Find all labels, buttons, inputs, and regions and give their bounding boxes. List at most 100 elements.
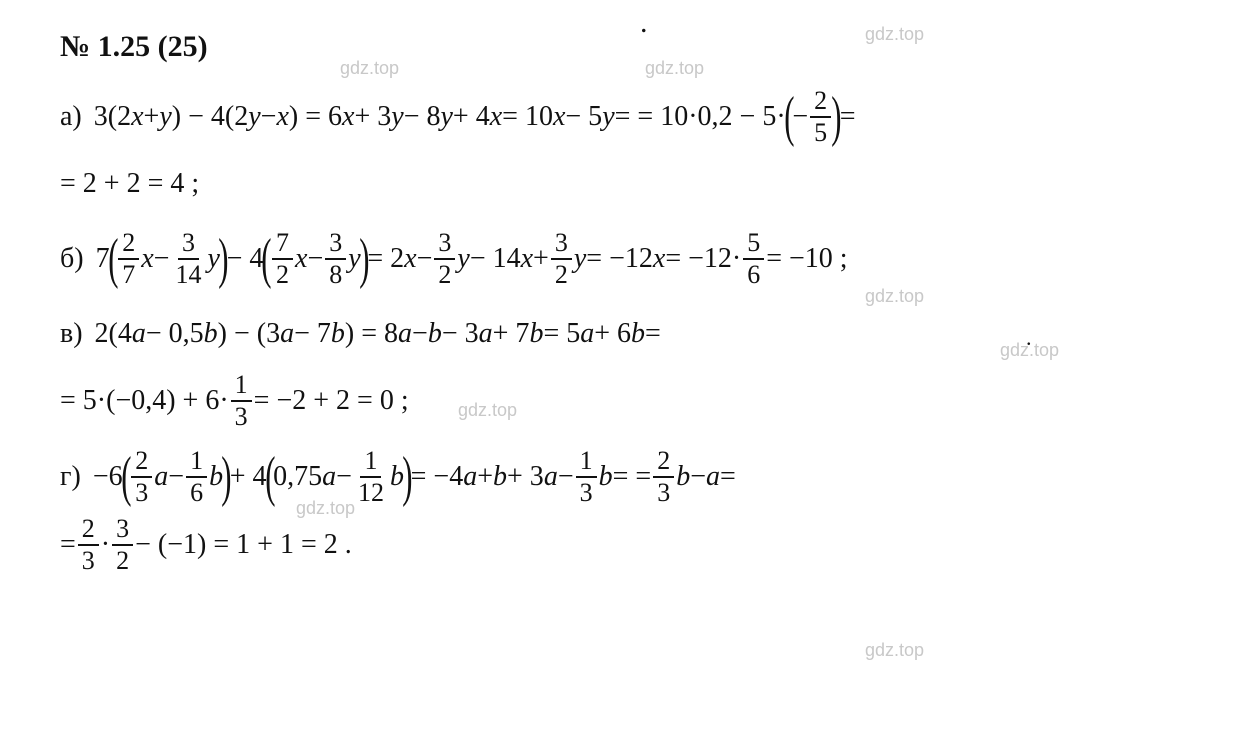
var-x: x <box>276 100 288 134</box>
math: −6 <box>93 460 123 494</box>
math: − 7 <box>294 317 331 351</box>
var-y: y <box>457 242 469 276</box>
var-b: b <box>204 317 218 351</box>
denominator: 6 <box>186 478 207 506</box>
math: − 14 <box>470 242 521 276</box>
math: + <box>533 242 549 276</box>
numerator: 3 <box>434 230 455 260</box>
denominator: 3 <box>231 402 252 430</box>
math: = 10 <box>502 100 553 134</box>
numerator: 7 <box>272 230 293 260</box>
part-a-line2: = 2 + 2 = 4 ; <box>60 156 1205 212</box>
numerator: 2 <box>131 448 152 478</box>
math: + 3 <box>507 460 544 494</box>
part-c-line2: = 5·(−0,4) + 6· 1 3 = −2 + 2 = 0 ; <box>60 372 1205 430</box>
fraction: 2 3 <box>653 448 674 506</box>
math: + 4 <box>230 460 267 494</box>
var-a: a <box>479 317 493 351</box>
fraction: 1 3 <box>231 372 252 430</box>
fraction: 1 6 <box>186 448 207 506</box>
var-b: b <box>631 317 645 351</box>
denominator: 3 <box>78 546 99 574</box>
math: 3(2 <box>94 100 131 134</box>
paren-open: ( <box>262 231 272 287</box>
math: − 4 <box>227 242 264 276</box>
fraction: 3 8 <box>325 230 346 288</box>
numerator: 2 <box>118 230 139 260</box>
var-y: y <box>574 242 586 276</box>
watermark: gdz.top <box>865 286 924 307</box>
math: − <box>154 242 170 276</box>
stray-dot: . <box>1026 325 1032 351</box>
paren-close: ) <box>359 231 369 287</box>
denominator: 2 <box>434 260 455 288</box>
math: = −4 <box>411 460 464 494</box>
watermark: gdz.top <box>865 640 924 661</box>
var-x: x <box>141 242 153 276</box>
math: = −10 ; <box>766 242 847 276</box>
denominator: 5 <box>810 118 831 146</box>
math: = = <box>613 460 652 494</box>
var-a: a <box>132 317 146 351</box>
part-label-a: а) <box>60 100 82 134</box>
math: + 4 <box>453 100 490 134</box>
math: + 7 <box>493 317 530 351</box>
var-a: a <box>280 317 294 351</box>
var-y: y <box>248 100 260 134</box>
var-x: x <box>295 242 307 276</box>
fraction: 2 3 <box>78 516 99 574</box>
numerator: 2 <box>810 88 831 118</box>
paren-open: ( <box>265 449 275 505</box>
numerator: 5 <box>743 230 764 260</box>
math: + 6 <box>594 317 631 351</box>
math: ) = 8 <box>345 317 398 351</box>
var-b: b <box>676 460 690 494</box>
math: = 5 <box>543 317 580 351</box>
var-a: a <box>322 460 336 494</box>
denominator: 6 <box>743 260 764 288</box>
math: − <box>336 460 352 494</box>
var-x: x <box>490 100 502 134</box>
numerator: 3 <box>325 230 346 260</box>
minus-sign: − <box>792 100 808 134</box>
denominator: 3 <box>131 478 152 506</box>
fraction: 5 6 <box>743 230 764 288</box>
math: · <box>101 528 110 562</box>
var-b: b <box>529 317 543 351</box>
math: − <box>261 100 277 134</box>
math: = <box>60 528 76 562</box>
var-a: a <box>463 460 477 494</box>
fraction: 2 7 <box>118 230 139 288</box>
fraction: 3 2 <box>434 230 455 288</box>
math: = <box>840 100 856 134</box>
var-x: x <box>342 100 354 134</box>
fraction: 1 12 <box>354 448 388 506</box>
var-x: x <box>131 100 143 134</box>
stray-dot: . <box>640 6 648 40</box>
math: − 5 <box>565 100 602 134</box>
var-x: x <box>404 242 416 276</box>
denominator: 2 <box>112 546 133 574</box>
part-b-line1: б) 7 ( 2 7 x − 3 14 y ) − 4 ( 7 2 x − 3 … <box>60 230 1205 288</box>
var-x: x <box>521 242 533 276</box>
var-b: b <box>331 317 345 351</box>
var-a: a <box>544 460 558 494</box>
var-y: y <box>440 100 452 134</box>
paren-open: ( <box>108 231 118 287</box>
number-paren: (25) <box>158 30 208 63</box>
math: + <box>477 460 493 494</box>
math: = −12 <box>586 242 653 276</box>
part-d-line2: = 2 3 · 3 2 − (−1) = 1 + 1 = 2 . <box>60 516 1205 574</box>
part-label-c: в) <box>60 317 83 351</box>
math: − 3 <box>442 317 479 351</box>
var-b: b <box>599 460 613 494</box>
paren-close: ) <box>831 89 841 145</box>
var-b: b <box>428 317 442 351</box>
paren-close: ) <box>221 449 231 505</box>
math: − 0,5 <box>146 317 204 351</box>
denominator: 14 <box>171 260 205 288</box>
var-y: y <box>602 100 614 134</box>
number-main: 1.25 <box>98 30 151 63</box>
part-a-line1: а) 3(2 x + y ) − 4(2 y − x ) = 6 x + 3 y… <box>60 88 1205 146</box>
number-sign: № <box>60 30 90 63</box>
